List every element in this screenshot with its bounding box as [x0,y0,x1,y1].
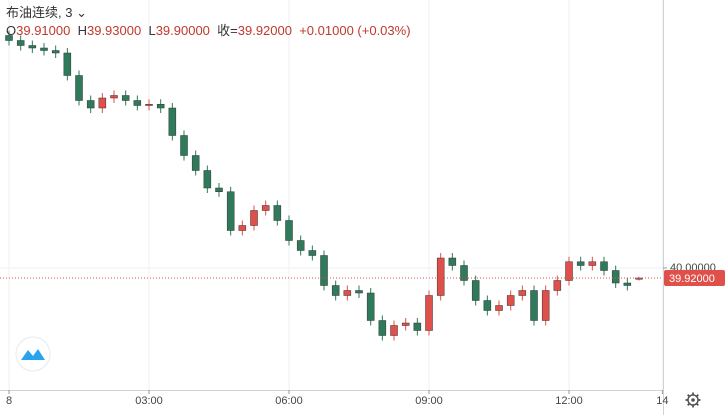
candle-body [483,300,492,311]
legend-header: 布油连续, 3 ⌄ O39.91000 H39.93000 L39.90000 … [6,4,411,40]
logo-circle [15,336,51,372]
chevron[interactable]: ⌄ [72,5,91,20]
candle-body [40,47,48,51]
candle-body [436,257,445,296]
legend-value: 39.91000 [16,23,71,38]
candle-body [133,100,142,106]
gear-tooth [695,402,699,406]
x-tick-label: 09:00 [415,395,443,407]
candle-body [378,320,387,336]
last-price-tag [664,270,725,286]
legend-prefix: 收= [217,23,238,38]
candle-body [355,290,363,294]
legend-change: +0.01000 (+0.03%) [299,23,411,38]
candle-body [98,97,107,109]
candle-body [425,295,433,331]
candle-body [623,282,632,286]
candle-body [296,240,305,251]
candle-body [238,225,247,231]
candle-body [320,255,328,286]
legend-value: 39.90000 [155,23,210,38]
candle-body [285,220,293,241]
candle-body [611,270,620,284]
candle-body [226,191,235,231]
candle-body [308,250,317,256]
candle-body [250,210,258,226]
candle-body [110,95,118,99]
candle-body [576,261,585,266]
gear-tooth [695,394,699,398]
candle-body [145,104,153,106]
candle-body [401,322,410,326]
candle-body [390,325,398,336]
last-price-label: 39.92000 [669,273,715,285]
candle-body [448,257,457,266]
candle-body [530,290,538,321]
logo [15,336,51,372]
candle-body [203,170,212,189]
legend-value: 39.93000 [86,23,142,38]
candle-body [273,205,282,221]
symbol-title[interactable]: 布油连续, 3 [6,5,73,20]
candle-body [366,292,375,321]
candle-body [541,290,550,321]
candle-body [553,280,562,291]
candle-body [331,285,340,296]
candle-body [343,290,352,296]
candle-body [51,50,60,54]
logo-mark [21,349,45,360]
candle-body [565,261,573,281]
candle-body [121,95,130,101]
candle-body [215,187,223,192]
gear-tooth [687,402,691,406]
x-tick-label: 03:00 [135,395,163,407]
candle-body [261,205,270,211]
candle-body [600,261,608,271]
x-tick-label: 8 [6,395,12,407]
candle-body [413,322,422,331]
legend-prefix: L [148,23,156,38]
gear-tooth [687,394,691,398]
x-tick-label: 14 [656,395,668,407]
candle-body [180,135,188,156]
candle-body [168,107,177,136]
legend-prefix: H [77,23,87,38]
candle-body [156,104,165,109]
gear-center [691,398,695,402]
candle-body [471,280,480,301]
candle-body [28,45,37,49]
ohlc-legend: O39.91000 H39.93000 L39.90000 收=39.92000… [6,23,411,38]
candle-body [588,261,597,266]
x-tick-label: 06:00 [275,395,303,407]
candle-body [506,295,515,306]
settings-gear[interactable] [685,392,701,408]
candle-body [5,35,13,41]
candle-body [518,290,527,296]
candle-body [75,75,83,101]
legend-prefix: O [6,23,17,38]
legend-value: 39.92000 [237,23,292,38]
candle-body [16,40,25,46]
candle-body [191,155,200,171]
candle-body [86,100,95,109]
candle-body [63,52,72,76]
x-tick-label: 12:00 [555,395,583,407]
candle-body [495,305,503,311]
candle-body [460,265,468,281]
